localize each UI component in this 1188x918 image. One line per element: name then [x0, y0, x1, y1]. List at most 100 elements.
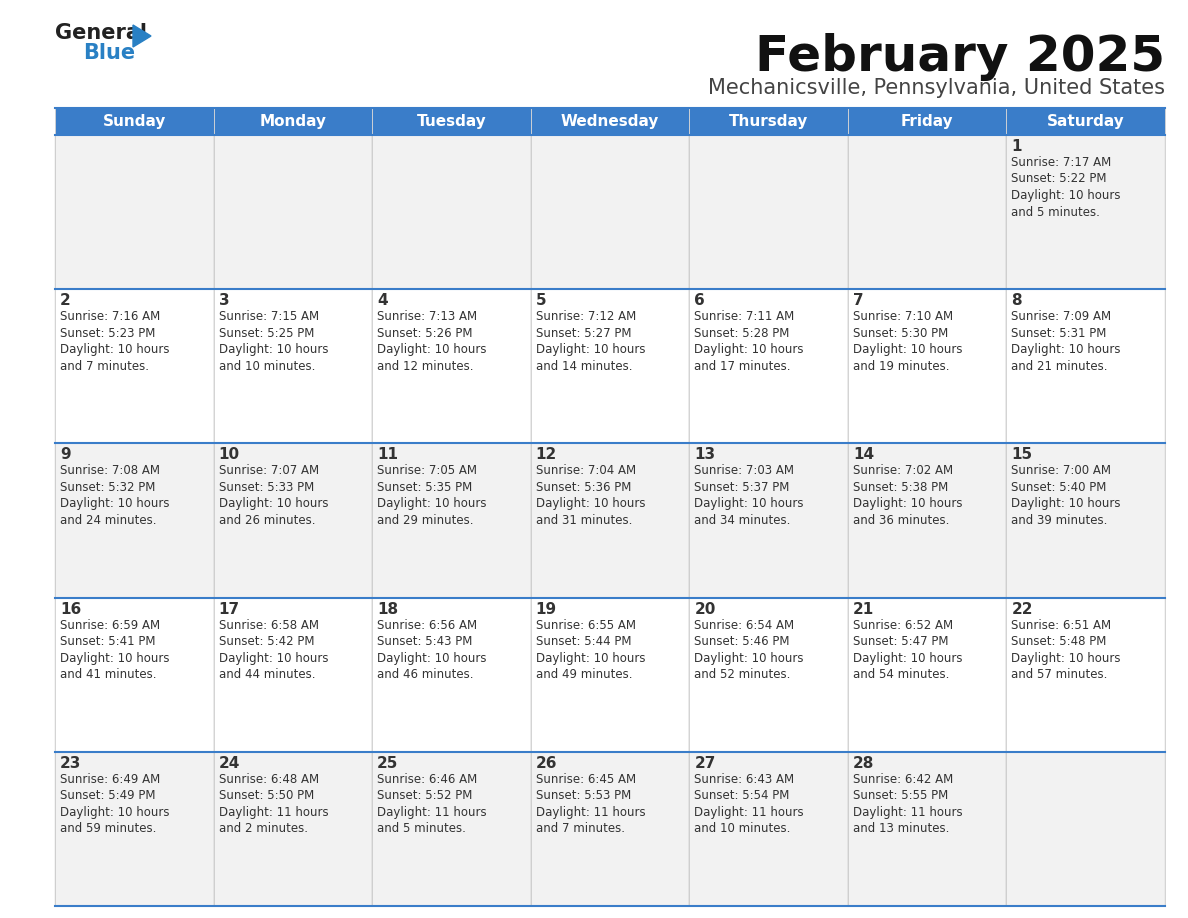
- Bar: [689, 135, 848, 289]
- Text: Friday: Friday: [901, 114, 954, 129]
- Text: 28: 28: [853, 756, 874, 771]
- Bar: [1006, 289, 1165, 443]
- Text: Sunrise: 6:42 AM
Sunset: 5:55 PM
Daylight: 11 hours
and 13 minutes.: Sunrise: 6:42 AM Sunset: 5:55 PM Dayligh…: [853, 773, 962, 835]
- Bar: [55, 135, 214, 289]
- Text: 19: 19: [536, 601, 557, 617]
- Text: Sunrise: 6:51 AM
Sunset: 5:48 PM
Daylight: 10 hours
and 57 minutes.: Sunrise: 6:51 AM Sunset: 5:48 PM Dayligh…: [1011, 619, 1121, 681]
- Text: 2: 2: [61, 293, 71, 308]
- Text: Thursday: Thursday: [729, 114, 808, 129]
- Text: 21: 21: [853, 601, 874, 617]
- Text: Sunrise: 7:10 AM
Sunset: 5:30 PM
Daylight: 10 hours
and 19 minutes.: Sunrise: 7:10 AM Sunset: 5:30 PM Dayligh…: [853, 310, 962, 373]
- Text: 15: 15: [1011, 447, 1032, 463]
- Text: Saturday: Saturday: [1047, 114, 1125, 129]
- Text: Sunrise: 6:54 AM
Sunset: 5:46 PM
Daylight: 10 hours
and 52 minutes.: Sunrise: 6:54 AM Sunset: 5:46 PM Dayligh…: [694, 619, 804, 681]
- Text: 23: 23: [61, 756, 81, 771]
- Bar: [689, 443, 848, 598]
- Text: 4: 4: [377, 293, 387, 308]
- Text: Tuesday: Tuesday: [417, 114, 486, 129]
- Text: Blue: Blue: [83, 43, 135, 63]
- Bar: [1006, 108, 1165, 135]
- Bar: [55, 443, 214, 598]
- Text: Sunrise: 6:49 AM
Sunset: 5:49 PM
Daylight: 10 hours
and 59 minutes.: Sunrise: 6:49 AM Sunset: 5:49 PM Dayligh…: [61, 773, 170, 835]
- Bar: [531, 598, 689, 752]
- Bar: [55, 598, 214, 752]
- Text: 1: 1: [1011, 139, 1022, 154]
- Text: Sunrise: 7:15 AM
Sunset: 5:25 PM
Daylight: 10 hours
and 10 minutes.: Sunrise: 7:15 AM Sunset: 5:25 PM Dayligh…: [219, 310, 328, 373]
- Text: 14: 14: [853, 447, 874, 463]
- Bar: [848, 598, 1006, 752]
- Text: 25: 25: [377, 756, 398, 771]
- Text: Sunrise: 7:09 AM
Sunset: 5:31 PM
Daylight: 10 hours
and 21 minutes.: Sunrise: 7:09 AM Sunset: 5:31 PM Dayligh…: [1011, 310, 1121, 373]
- Bar: [372, 135, 531, 289]
- Bar: [848, 443, 1006, 598]
- Bar: [372, 752, 531, 906]
- Bar: [531, 108, 689, 135]
- Text: Sunrise: 7:07 AM
Sunset: 5:33 PM
Daylight: 10 hours
and 26 minutes.: Sunrise: 7:07 AM Sunset: 5:33 PM Dayligh…: [219, 465, 328, 527]
- Text: Sunrise: 6:58 AM
Sunset: 5:42 PM
Daylight: 10 hours
and 44 minutes.: Sunrise: 6:58 AM Sunset: 5:42 PM Dayligh…: [219, 619, 328, 681]
- Text: 5: 5: [536, 293, 546, 308]
- Text: Sunrise: 6:46 AM
Sunset: 5:52 PM
Daylight: 11 hours
and 5 minutes.: Sunrise: 6:46 AM Sunset: 5:52 PM Dayligh…: [377, 773, 487, 835]
- Bar: [214, 752, 372, 906]
- Bar: [214, 289, 372, 443]
- Text: 24: 24: [219, 756, 240, 771]
- Bar: [372, 108, 531, 135]
- Bar: [531, 443, 689, 598]
- Text: Sunrise: 7:08 AM
Sunset: 5:32 PM
Daylight: 10 hours
and 24 minutes.: Sunrise: 7:08 AM Sunset: 5:32 PM Dayligh…: [61, 465, 170, 527]
- Text: 27: 27: [694, 756, 715, 771]
- Text: Sunrise: 6:56 AM
Sunset: 5:43 PM
Daylight: 10 hours
and 46 minutes.: Sunrise: 6:56 AM Sunset: 5:43 PM Dayligh…: [377, 619, 487, 681]
- Text: Monday: Monday: [259, 114, 327, 129]
- Bar: [848, 108, 1006, 135]
- Text: 12: 12: [536, 447, 557, 463]
- Bar: [372, 289, 531, 443]
- Bar: [372, 598, 531, 752]
- Text: Sunrise: 6:43 AM
Sunset: 5:54 PM
Daylight: 11 hours
and 10 minutes.: Sunrise: 6:43 AM Sunset: 5:54 PM Dayligh…: [694, 773, 804, 835]
- Text: Sunrise: 7:00 AM
Sunset: 5:40 PM
Daylight: 10 hours
and 39 minutes.: Sunrise: 7:00 AM Sunset: 5:40 PM Dayligh…: [1011, 465, 1121, 527]
- Text: Sunrise: 7:12 AM
Sunset: 5:27 PM
Daylight: 10 hours
and 14 minutes.: Sunrise: 7:12 AM Sunset: 5:27 PM Dayligh…: [536, 310, 645, 373]
- Text: 17: 17: [219, 601, 240, 617]
- Text: Sunday: Sunday: [102, 114, 166, 129]
- Text: 7: 7: [853, 293, 864, 308]
- Text: Mechanicsville, Pennsylvania, United States: Mechanicsville, Pennsylvania, United Sta…: [708, 78, 1165, 98]
- Bar: [1006, 135, 1165, 289]
- Bar: [1006, 598, 1165, 752]
- Text: 13: 13: [694, 447, 715, 463]
- Text: 20: 20: [694, 601, 715, 617]
- Text: Sunrise: 6:45 AM
Sunset: 5:53 PM
Daylight: 11 hours
and 7 minutes.: Sunrise: 6:45 AM Sunset: 5:53 PM Dayligh…: [536, 773, 645, 835]
- Bar: [689, 752, 848, 906]
- Bar: [55, 289, 214, 443]
- Bar: [848, 135, 1006, 289]
- Bar: [372, 443, 531, 598]
- Text: February 2025: February 2025: [754, 33, 1165, 81]
- Bar: [214, 108, 372, 135]
- Text: Sunrise: 6:55 AM
Sunset: 5:44 PM
Daylight: 10 hours
and 49 minutes.: Sunrise: 6:55 AM Sunset: 5:44 PM Dayligh…: [536, 619, 645, 681]
- Text: 6: 6: [694, 293, 704, 308]
- Text: Sunrise: 7:16 AM
Sunset: 5:23 PM
Daylight: 10 hours
and 7 minutes.: Sunrise: 7:16 AM Sunset: 5:23 PM Dayligh…: [61, 310, 170, 373]
- Text: 18: 18: [377, 601, 398, 617]
- Text: 26: 26: [536, 756, 557, 771]
- Text: 10: 10: [219, 447, 240, 463]
- Text: Sunrise: 6:59 AM
Sunset: 5:41 PM
Daylight: 10 hours
and 41 minutes.: Sunrise: 6:59 AM Sunset: 5:41 PM Dayligh…: [61, 619, 170, 681]
- Bar: [531, 135, 689, 289]
- Bar: [689, 289, 848, 443]
- Text: Wednesday: Wednesday: [561, 114, 659, 129]
- Bar: [689, 598, 848, 752]
- Bar: [1006, 752, 1165, 906]
- Bar: [848, 289, 1006, 443]
- Bar: [214, 135, 372, 289]
- Bar: [214, 598, 372, 752]
- Text: 9: 9: [61, 447, 70, 463]
- Polygon shape: [133, 25, 151, 47]
- Bar: [848, 752, 1006, 906]
- Bar: [531, 752, 689, 906]
- Text: Sunrise: 7:05 AM
Sunset: 5:35 PM
Daylight: 10 hours
and 29 minutes.: Sunrise: 7:05 AM Sunset: 5:35 PM Dayligh…: [377, 465, 487, 527]
- Bar: [55, 752, 214, 906]
- Bar: [689, 108, 848, 135]
- Text: Sunrise: 7:17 AM
Sunset: 5:22 PM
Daylight: 10 hours
and 5 minutes.: Sunrise: 7:17 AM Sunset: 5:22 PM Dayligh…: [1011, 156, 1121, 218]
- Text: Sunrise: 7:04 AM
Sunset: 5:36 PM
Daylight: 10 hours
and 31 minutes.: Sunrise: 7:04 AM Sunset: 5:36 PM Dayligh…: [536, 465, 645, 527]
- Bar: [1006, 443, 1165, 598]
- Bar: [531, 289, 689, 443]
- Bar: [55, 108, 214, 135]
- Text: 11: 11: [377, 447, 398, 463]
- Text: Sunrise: 7:03 AM
Sunset: 5:37 PM
Daylight: 10 hours
and 34 minutes.: Sunrise: 7:03 AM Sunset: 5:37 PM Dayligh…: [694, 465, 804, 527]
- Text: General: General: [55, 23, 147, 43]
